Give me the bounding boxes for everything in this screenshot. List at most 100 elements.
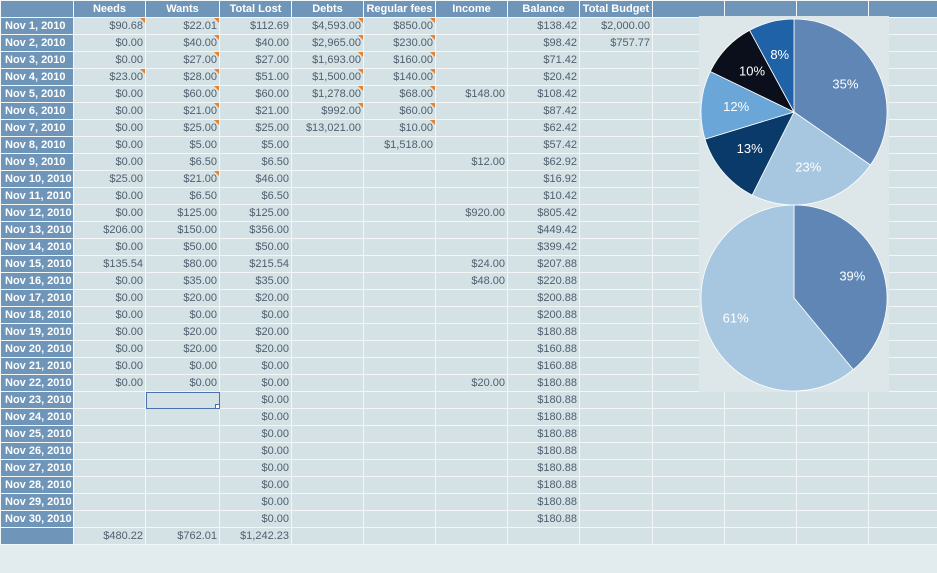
comment-indicator-icon[interactable] [358,69,363,74]
comment-indicator-icon[interactable] [358,52,363,57]
cell-budget[interactable] [579,408,653,426]
cell-total[interactable]: $60.00 [219,85,292,103]
cell-budget[interactable] [579,306,653,324]
cell-budget[interactable] [579,510,653,528]
comment-indicator-icon[interactable] [358,18,363,23]
cell-needs[interactable]: $206.00 [73,221,146,239]
cell-total[interactable]: $20.00 [219,323,292,341]
cell-fees[interactable]: $160.00 [363,51,436,69]
empty-cell[interactable] [868,442,937,460]
cell-fees[interactable] [363,204,436,222]
total-total[interactable]: $1,242.23 [219,527,292,545]
cell-needs[interactable]: $0.00 [73,340,146,358]
row-date[interactable]: Nov 8, 2010 [0,136,74,154]
cell-budget[interactable] [579,221,653,239]
cell-needs[interactable]: $0.00 [73,204,146,222]
cell-debts[interactable] [291,238,364,256]
empty-cell[interactable] [796,459,869,477]
row-date[interactable]: Nov 13, 2010 [0,221,74,239]
empty-cell[interactable] [291,527,364,545]
cell-needs[interactable]: $0.00 [73,85,146,103]
row-date[interactable]: Nov 30, 2010 [0,510,74,528]
comment-indicator-icon[interactable] [214,35,219,40]
cell-income[interactable] [435,306,508,324]
cell-balance[interactable]: $160.88 [507,357,580,375]
empty-cell[interactable] [579,527,653,545]
cell-fees[interactable] [363,323,436,341]
cell-balance[interactable]: $207.88 [507,255,580,273]
cell-wants[interactable]: $6.50 [145,187,220,205]
cell-needs[interactable] [73,476,146,494]
cell-debts[interactable] [291,442,364,460]
empty-cell[interactable] [796,527,869,545]
empty-cell[interactable] [507,527,580,545]
cell-debts[interactable] [291,306,364,324]
row-date[interactable]: Nov 23, 2010 [0,391,74,409]
cell-total[interactable]: $0.00 [219,493,292,511]
cell-balance[interactable]: $160.88 [507,340,580,358]
cell-needs[interactable] [73,459,146,477]
cell-needs[interactable]: $0.00 [73,187,146,205]
comment-indicator-icon[interactable] [140,69,145,74]
column-header[interactable]: Total Lost [219,0,292,18]
cell-needs[interactable]: $0.00 [73,289,146,307]
row-date[interactable]: Nov 4, 2010 [0,68,74,86]
cell-budget[interactable] [579,51,653,69]
cell-income[interactable] [435,323,508,341]
cell-fees[interactable] [363,255,436,273]
cell-budget[interactable] [579,442,653,460]
cell-fees[interactable] [363,493,436,511]
cell-debts[interactable] [291,510,364,528]
cell-needs[interactable]: $0.00 [73,51,146,69]
cell-budget[interactable] [579,459,653,477]
cell-fees[interactable]: $230.00 [363,34,436,52]
cell-wants[interactable]: $5.00 [145,136,220,154]
cell-debts[interactable] [291,493,364,511]
row-date[interactable]: Nov 1, 2010 [0,17,74,35]
cell-income[interactable] [435,391,508,409]
cell-wants[interactable] [145,493,220,511]
cell-balance[interactable]: $180.88 [507,374,580,392]
cell-fees[interactable] [363,272,436,290]
cell-budget[interactable] [579,102,653,120]
empty-cell[interactable] [868,459,937,477]
cell-fees[interactable] [363,459,436,477]
cell-budget[interactable] [579,204,653,222]
comment-indicator-icon[interactable] [430,86,435,91]
comment-indicator-icon[interactable] [358,103,363,108]
cell-total[interactable]: $125.00 [219,204,292,222]
cell-needs[interactable] [73,493,146,511]
row-date[interactable]: Nov 14, 2010 [0,238,74,256]
column-header[interactable]: Debts [291,0,364,18]
row-date[interactable]: Nov 21, 2010 [0,357,74,375]
empty-cell[interactable] [796,493,869,511]
cell-income[interactable] [435,425,508,443]
cell-fees[interactable] [363,510,436,528]
row-date[interactable]: Nov 29, 2010 [0,493,74,511]
cell-debts[interactable] [291,476,364,494]
cell-debts[interactable] [291,459,364,477]
cell-balance[interactable]: $180.88 [507,442,580,460]
empty-cell[interactable] [796,476,869,494]
cell-debts[interactable]: $1,693.00 [291,51,364,69]
cell-income[interactable]: $12.00 [435,153,508,171]
cell-income[interactable] [435,51,508,69]
cell-budget[interactable] [579,119,653,137]
cell-debts[interactable] [291,272,364,290]
cell-debts[interactable] [291,425,364,443]
header-corner[interactable] [0,0,74,18]
cell-debts[interactable]: $1,500.00 [291,68,364,86]
cell-fees[interactable] [363,357,436,375]
row-date[interactable]: Nov 22, 2010 [0,374,74,392]
cell-needs[interactable]: $0.00 [73,119,146,137]
empty-cell[interactable] [724,408,797,426]
comment-indicator-icon[interactable] [214,52,219,57]
cell-income[interactable] [435,442,508,460]
cell-income[interactable]: $148.00 [435,85,508,103]
cell-balance[interactable]: $805.42 [507,204,580,222]
column-header[interactable]: Balance [507,0,580,18]
cell-fees[interactable]: $60.00 [363,102,436,120]
column-header[interactable]: Needs [73,0,146,18]
cell-total[interactable]: $40.00 [219,34,292,52]
empty-cell[interactable] [868,476,937,494]
